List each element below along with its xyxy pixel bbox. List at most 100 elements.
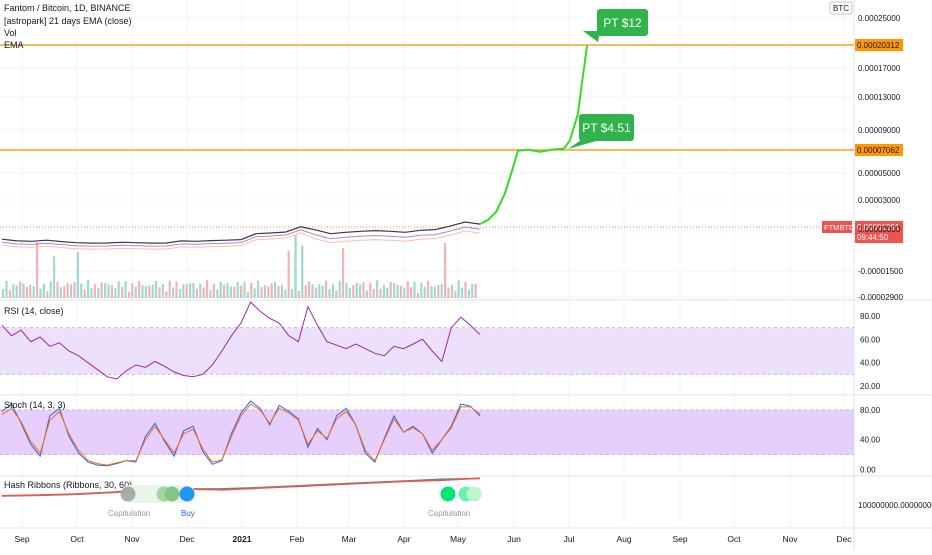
indicator-vol-label[interactable]: Vol: [4, 28, 17, 38]
volume-bar: [362, 282, 365, 298]
volume-bar: [46, 291, 49, 298]
indicator-ema-label[interactable]: EMA: [4, 40, 24, 50]
rsi-title[interactable]: RSI (14, close): [4, 306, 64, 316]
volume-bar: [15, 285, 18, 298]
volume-bar: [246, 291, 249, 298]
stoch-band: [0, 409, 854, 455]
volume-bar: [66, 282, 69, 298]
rsi-tick-label: 20.00: [860, 382, 881, 391]
volume-bar: [243, 281, 246, 298]
buy-label: Buy: [181, 509, 195, 518]
volume-bar: [260, 286, 263, 298]
price-tick-label: -0.00002900: [858, 293, 903, 302]
level-label-lower-text: 0.00007062: [857, 146, 900, 155]
x-tick-label: Sep: [672, 534, 687, 544]
volume-bar: [114, 288, 117, 298]
volume-bar: [5, 281, 8, 298]
volume-bar: [301, 245, 304, 298]
volume-bar: [229, 286, 232, 298]
stoch-title[interactable]: Stoch (14, 3, 3): [4, 400, 66, 410]
volume-bar: [39, 288, 42, 298]
x-tick-label: Sep: [14, 534, 29, 544]
volume-bar: [399, 285, 402, 298]
price-history-line: [1, 221, 481, 244]
volume-bar: [396, 284, 399, 298]
volume-bar: [110, 285, 113, 298]
volume-bar: [199, 283, 202, 298]
volume-bar: [433, 286, 436, 298]
x-tick-label: Aug: [616, 534, 631, 544]
x-tick-label: Oct: [70, 534, 84, 544]
volume-bar: [345, 282, 348, 298]
x-tick-label: Apr: [397, 534, 410, 544]
volume-bar: [240, 285, 243, 298]
hash-ribbons-title[interactable]: Hash Ribbons (Ribbons, 30, 60): [4, 480, 132, 490]
volume-bar: [182, 284, 185, 298]
volume-bar: [32, 286, 35, 298]
volume-bar: [107, 284, 110, 298]
price-tick-label: 0.00000000: [858, 225, 901, 234]
level-label-upper: 0.00020312: [855, 39, 903, 51]
volume-bar: [158, 287, 161, 298]
volume-bar: [124, 281, 127, 298]
volume-bar: [457, 280, 460, 298]
price-tick-label: 0.00003000: [858, 196, 901, 205]
x-tick-label: May: [450, 534, 467, 544]
volume-bar: [474, 283, 477, 298]
currency-badge[interactable]: [829, 1, 853, 15]
volume-bar: [440, 284, 443, 298]
volume-bar: [294, 235, 297, 298]
rsi-tick-label: 60.00: [860, 335, 881, 344]
volume-bar: [151, 284, 154, 298]
axis-labels: Sep Oct Nov Dec 2021 Feb Mar Apr May Jun Jul Aug Sep…: [14, 14, 932, 544]
symbol-title[interactable]: Fantom / Bitcoin, 1D, BINANCE: [4, 3, 131, 13]
volume-bar: [410, 287, 413, 298]
capitulation-signal: [120, 486, 136, 502]
volume-bar: [304, 285, 307, 298]
volume-bar: [277, 285, 280, 298]
volume-bar: [195, 288, 198, 298]
volume-bar: [172, 287, 175, 298]
volume-bar: [53, 255, 56, 298]
capitulation-label: Capitulation: [108, 509, 150, 518]
volume-bar: [12, 284, 15, 298]
rsi-tick-label: 40.00: [860, 359, 881, 368]
volume-bar: [76, 251, 79, 298]
indicator-ema21-label[interactable]: [astropark] 21 days EMA (close): [4, 16, 132, 26]
series-lines: [0, 44, 854, 497]
volume-bar: [464, 282, 467, 298]
volume-bar: [93, 284, 96, 298]
volume-bar: [342, 247, 345, 298]
volume-bar: [328, 289, 331, 298]
volume-bar: [423, 286, 426, 298]
stoch-tick-label: 80.00: [860, 406, 881, 415]
volume-bar: [352, 285, 355, 298]
volume-bar: [8, 290, 11, 298]
capitulation-signal: [466, 486, 482, 502]
volume-bar: [325, 280, 328, 298]
volume-bar: [121, 287, 124, 298]
volume-bar: [369, 282, 372, 298]
volume-bar: [420, 282, 423, 298]
volume-bar: [209, 290, 212, 298]
volume-bar: [144, 285, 147, 298]
stoch-d-line: [1, 403, 481, 466]
volume-bar: [49, 281, 52, 298]
hash-ribbon-signals: Capitulation Buy Capitulation: [108, 485, 482, 518]
x-tick-label: Feb: [290, 534, 305, 544]
volume-bar: [355, 282, 358, 298]
capitulation-signal: [164, 486, 180, 502]
volume-bar: [318, 284, 321, 298]
volume-bar: [219, 281, 222, 298]
volume-bar: [314, 287, 317, 298]
volume-bar: [447, 287, 450, 298]
volume-bar: [127, 292, 130, 298]
current-price-label: FTMBTC 0.00001291 09:44:50: [822, 221, 903, 243]
volume-bar: [70, 284, 73, 298]
volume-bar: [117, 281, 120, 298]
volume-bars: [2, 235, 477, 298]
volume-bar: [382, 284, 385, 298]
volume-bar: [413, 281, 416, 298]
